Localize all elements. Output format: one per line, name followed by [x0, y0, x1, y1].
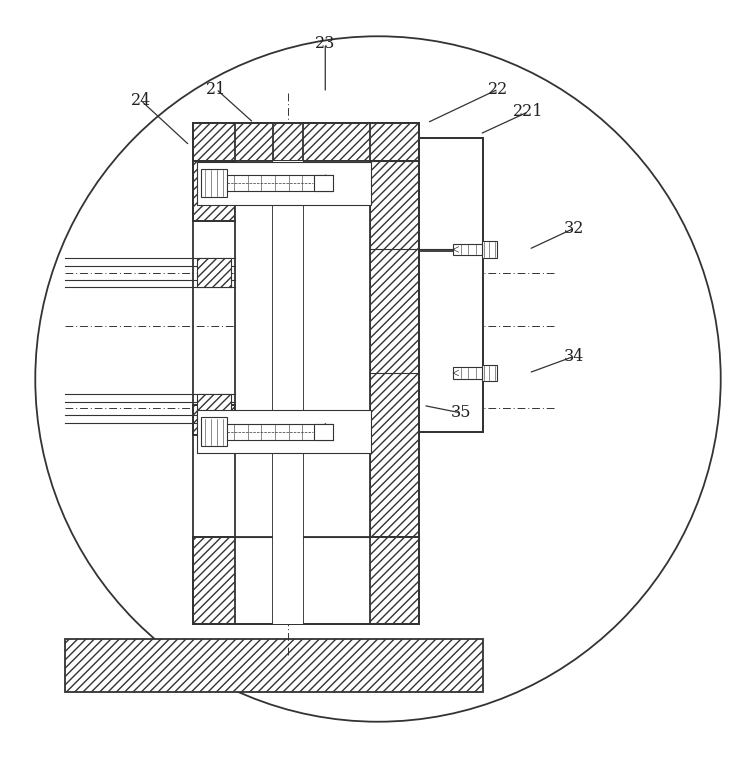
- Bar: [197, 410, 371, 453]
- Bar: [370, 123, 420, 575]
- Text: 32: 32: [564, 220, 584, 236]
- Bar: [197, 258, 231, 287]
- Bar: [314, 175, 333, 191]
- Bar: [454, 367, 482, 379]
- Text: 21: 21: [206, 80, 226, 98]
- Bar: [235, 161, 370, 624]
- Bar: [194, 406, 235, 436]
- Bar: [201, 418, 227, 446]
- Bar: [194, 537, 420, 624]
- Bar: [197, 394, 231, 423]
- Text: 24: 24: [131, 92, 151, 109]
- Text: 23: 23: [315, 36, 336, 52]
- Bar: [194, 123, 420, 161]
- Bar: [482, 365, 497, 381]
- Bar: [197, 161, 371, 205]
- Bar: [273, 161, 302, 624]
- Text: 22: 22: [488, 80, 509, 98]
- Bar: [482, 241, 497, 258]
- Bar: [194, 161, 235, 221]
- Bar: [420, 138, 483, 432]
- Bar: [201, 169, 227, 198]
- Text: 34: 34: [564, 348, 584, 365]
- Bar: [66, 639, 483, 691]
- Bar: [454, 243, 482, 255]
- Text: 221: 221: [513, 103, 544, 120]
- Bar: [314, 424, 333, 440]
- Text: 35: 35: [451, 405, 471, 421]
